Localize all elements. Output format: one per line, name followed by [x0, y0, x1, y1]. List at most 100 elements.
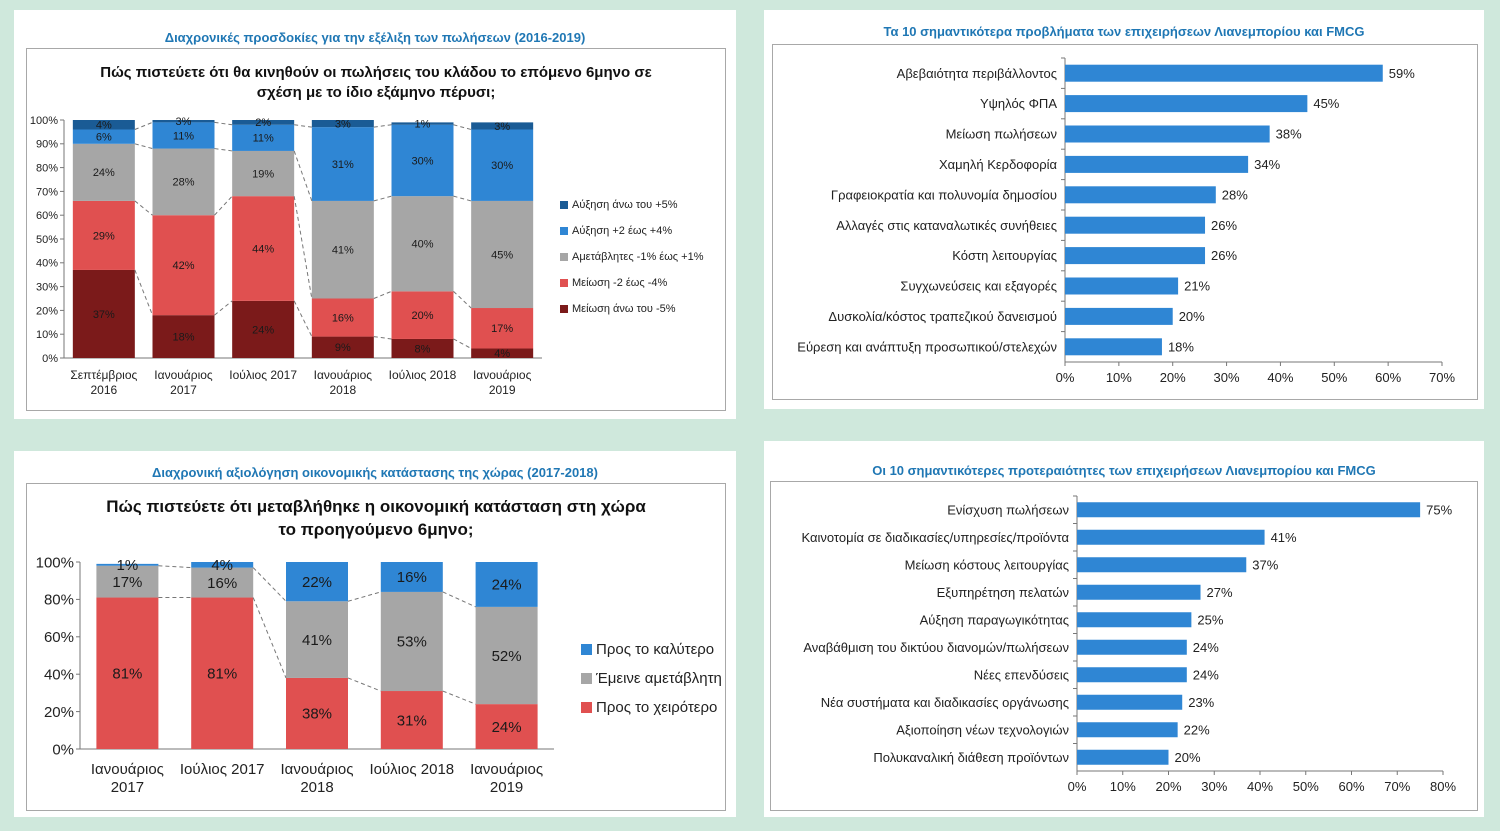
bar-segment: [72, 120, 135, 130]
bar-segment: [232, 150, 295, 197]
x-tick-label: 0%: [1068, 779, 1087, 794]
data-label: 37%: [93, 309, 115, 321]
bar-segment: [72, 269, 135, 358]
data-label: 28%: [1222, 187, 1248, 202]
y-tick-label: 0%: [52, 741, 74, 758]
data-label: 31%: [332, 159, 354, 171]
panel-title-top-priorities: Οι 10 σημαντικότερες προτεραιότητες των …: [872, 463, 1376, 478]
data-label: 6%: [96, 132, 112, 144]
data-label: 22%: [302, 574, 332, 591]
data-label: 24%: [492, 719, 522, 736]
legend-label: Προς το καλύτερο: [596, 641, 714, 658]
legend-label: Έμεινε αμετάβλητη: [595, 670, 722, 687]
x-tick-label: 70%: [1429, 370, 1455, 385]
legend-swatch: [581, 644, 592, 655]
legend-label: Αύξηση άνω του +5%: [572, 199, 678, 211]
bar-segment: [391, 338, 454, 358]
data-label: 8%: [415, 343, 431, 355]
bar-segment: [311, 336, 374, 358]
bar-segment: [471, 308, 534, 349]
bar-segment: [286, 562, 348, 602]
data-label: 38%: [1276, 127, 1302, 142]
series-connector: [293, 300, 313, 337]
bar-segment: [391, 196, 454, 292]
series-connector: [134, 121, 153, 130]
bar: [1077, 722, 1178, 738]
series-connector: [293, 150, 313, 202]
x-tick-label: Ιούλιος 2017: [180, 761, 265, 778]
x-tick-label: 40%: [1267, 370, 1293, 385]
bar-segment: [72, 200, 135, 270]
legend-label: Αμετάβλητες -1% έως +1%: [572, 251, 704, 263]
bar-segment: [191, 567, 254, 598]
y-tick-label: 10%: [36, 329, 58, 341]
data-label: 31%: [397, 712, 427, 729]
data-label: 9%: [335, 342, 351, 354]
bar: [1065, 186, 1216, 204]
data-label: 3%: [494, 121, 510, 133]
x-tick-label: Ιούλιος 2018: [389, 368, 457, 382]
x-tick-label: 70%: [1384, 779, 1410, 794]
bar-segment: [232, 124, 295, 151]
x-tick-label: Ιανουάριος: [314, 368, 373, 382]
bar-segment: [391, 291, 454, 339]
category-label: Νέες επενδύσεις: [974, 667, 1069, 682]
series-connector: [134, 269, 153, 316]
x-tick-label: 80%: [1430, 779, 1456, 794]
bar: [1065, 277, 1179, 295]
data-label: 20%: [1179, 309, 1205, 324]
chart-top-priorities: 0% 10% 20% 30% 40% 50% 60% 70% 80%Ενίσχυση πωλήσ…: [801, 495, 1456, 794]
y-tick-label: 80%: [44, 592, 74, 609]
data-label: 45%: [491, 249, 513, 261]
bar: [1065, 64, 1383, 82]
x-tick-label: 20%: [1160, 370, 1186, 385]
x-tick-label: Ιανουάριος: [154, 368, 213, 382]
data-label: 30%: [491, 160, 513, 172]
data-label: 18%: [1168, 339, 1194, 354]
data-label: 17%: [112, 574, 142, 591]
bar-segment: [191, 597, 254, 749]
bar-segment: [391, 122, 454, 125]
series-connector: [453, 124, 472, 131]
data-label: 81%: [207, 666, 237, 683]
y-tick-label: 70%: [36, 186, 58, 198]
data-label: 75%: [1426, 502, 1452, 517]
bar: [1065, 307, 1173, 325]
bar-segment: [475, 606, 538, 705]
data-label: 29%: [93, 230, 115, 242]
category-label: Καινοτομία σε διαδικασίες/υπηρεσίες/προϊ…: [801, 530, 1069, 545]
category-label: Μείωση κόστους λειτουργίας: [905, 557, 1069, 572]
data-label: 22%: [1184, 722, 1210, 737]
bar-segment: [311, 200, 374, 299]
bar-segment: [96, 597, 159, 749]
x-tick-label: 30%: [1214, 370, 1240, 385]
x-tick-label: 10%: [1106, 370, 1132, 385]
series-connector: [214, 195, 233, 216]
x-tick-label: 0%: [1056, 370, 1075, 385]
category-label: Κόστη λειτουργίας: [952, 248, 1057, 263]
y-tick-label: 30%: [36, 281, 58, 293]
data-label: 42%: [172, 260, 194, 272]
category-label: Νέα συστήματα και διαδικασίες οργάνωσης: [821, 695, 1069, 710]
series-connector: [214, 300, 233, 316]
x-tick-label: Ιανουάριος: [473, 368, 532, 382]
series-connector: [214, 148, 233, 152]
data-label: 24%: [252, 324, 274, 336]
data-label: 28%: [172, 177, 194, 189]
bar: [1077, 529, 1265, 545]
x-tick-label: 2017: [170, 383, 197, 397]
bar-segment: [475, 704, 538, 749]
data-label: 38%: [302, 706, 332, 723]
bar: [1077, 694, 1183, 710]
category-label: Πολυκαναλική διάθεση προϊόντων: [873, 750, 1069, 765]
data-label: 52%: [492, 648, 522, 665]
x-tick-label: 2019: [489, 383, 516, 397]
data-label: 2%: [255, 117, 271, 129]
question-line-2: σχέση με το ίδιο εξάμηνο πέρυσι;: [256, 84, 496, 102]
data-label: 3%: [335, 118, 351, 130]
bar: [1077, 667, 1187, 683]
legend-label: Μείωση άνω του -5%: [572, 303, 676, 315]
data-label: 40%: [411, 239, 433, 251]
category-label: Ενίσχυση πωλήσεων: [947, 502, 1069, 517]
category-label: Αύξηση παραγωγικότητας: [920, 612, 1069, 627]
